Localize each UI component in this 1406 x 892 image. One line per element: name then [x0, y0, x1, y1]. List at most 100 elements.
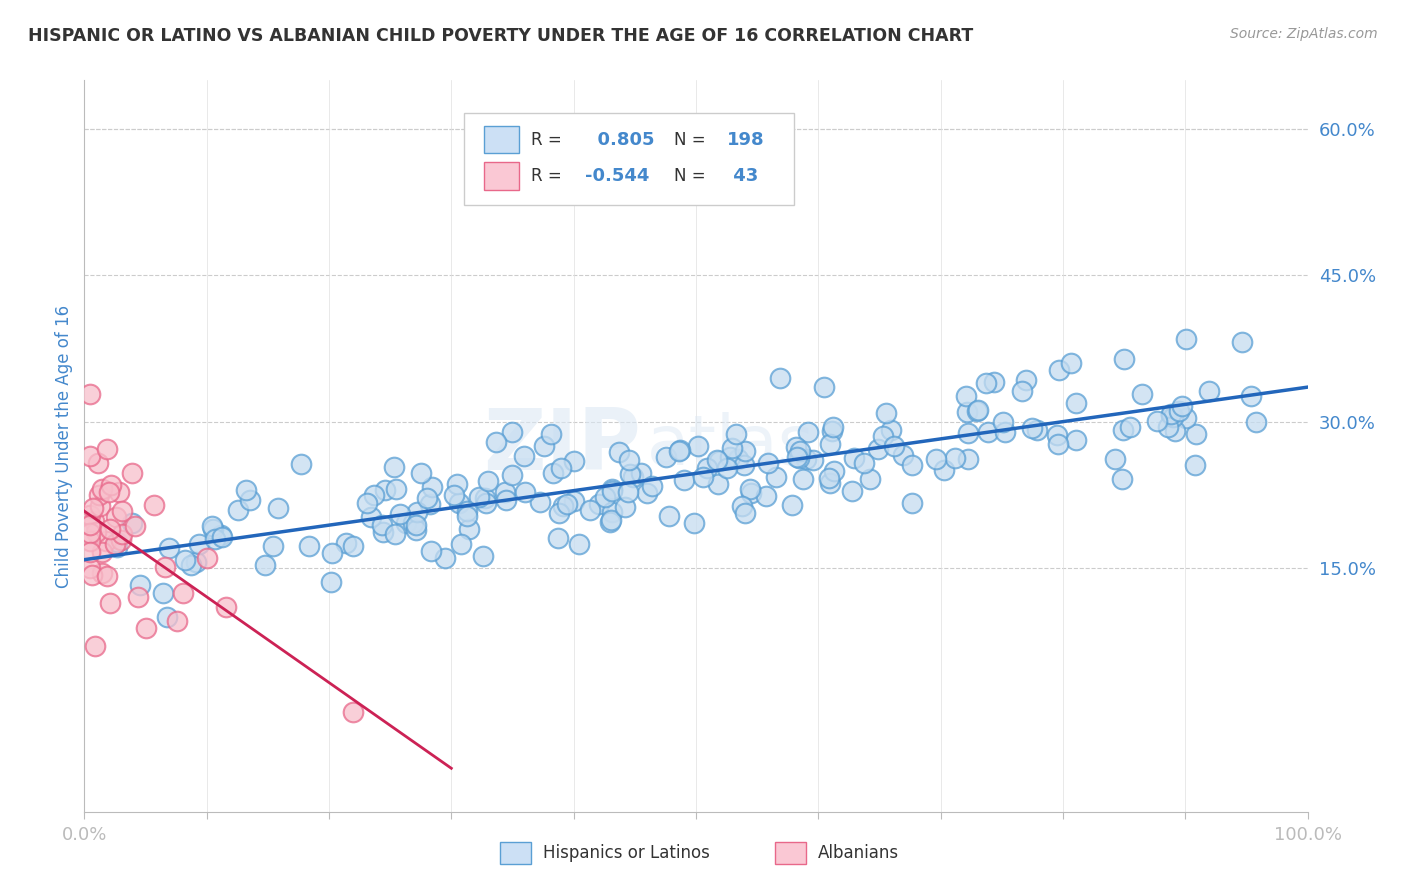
Point: [956, 405, 979, 419]
Point: [135, 621, 157, 635]
Point: [485, 434, 508, 449]
Point: [1160, 409, 1182, 423]
Point: [727, 452, 749, 467]
Point: [434, 550, 457, 565]
Point: [1246, 415, 1268, 429]
Point: [617, 452, 640, 467]
Point: [564, 454, 586, 468]
Point: [97, 485, 120, 500]
Point: [794, 451, 817, 466]
Point: [1111, 423, 1133, 437]
Point: [668, 444, 690, 458]
Point: [98, 596, 121, 610]
Point: [588, 497, 610, 511]
Point: [1167, 404, 1189, 418]
Point: [91, 566, 114, 580]
Point: [363, 488, 385, 502]
Point: [859, 472, 882, 486]
Point: [79, 525, 101, 540]
Point: [267, 501, 290, 516]
Point: [447, 496, 470, 510]
Point: [83, 514, 105, 528]
Text: 43: 43: [727, 167, 758, 186]
Text: 0.805: 0.805: [585, 130, 654, 149]
Point: [335, 535, 357, 549]
Point: [1047, 363, 1070, 377]
Point: [100, 478, 122, 492]
Point: [121, 516, 143, 530]
Point: [456, 509, 478, 524]
Point: [87, 456, 110, 470]
Point: [1146, 414, 1168, 428]
Point: [89, 499, 111, 513]
Point: [172, 586, 194, 600]
Point: [180, 558, 202, 572]
Point: [79, 387, 101, 401]
Point: [955, 389, 977, 403]
Point: [600, 505, 623, 519]
Point: [599, 513, 621, 527]
Point: [550, 461, 572, 475]
Point: [872, 429, 894, 443]
Point: [290, 457, 312, 471]
Point: [765, 470, 787, 484]
Point: [976, 425, 998, 440]
Point: [474, 491, 496, 505]
Point: [621, 470, 644, 484]
Text: R =: R =: [531, 167, 561, 186]
Point: [405, 523, 427, 537]
Point: [991, 415, 1014, 429]
Point: [188, 537, 211, 551]
Text: Hispanics or Latinos: Hispanics or Latinos: [543, 845, 710, 863]
Point: [568, 537, 591, 551]
Point: [129, 578, 152, 592]
Point: [91, 545, 114, 559]
Point: [79, 560, 101, 574]
Point: [658, 508, 681, 523]
Point: [384, 527, 406, 541]
Point: [716, 461, 738, 475]
Point: [456, 504, 478, 518]
Point: [529, 495, 551, 509]
Point: [235, 483, 257, 498]
Point: [731, 500, 754, 514]
Point: [551, 499, 574, 513]
Point: [416, 491, 439, 505]
Point: [152, 586, 174, 600]
Point: [211, 530, 233, 544]
Y-axis label: Child Poverty Under the Age of 16: Child Poverty Under the Age of 16: [55, 304, 73, 588]
FancyBboxPatch shape: [484, 126, 519, 153]
Point: [880, 423, 903, 437]
Point: [401, 516, 423, 530]
Point: [692, 470, 714, 484]
Point: [157, 541, 180, 555]
Point: [1185, 427, 1208, 442]
Point: [893, 448, 915, 462]
Point: [718, 450, 741, 465]
Point: [420, 544, 443, 558]
Point: [96, 442, 118, 456]
Point: [195, 551, 218, 566]
Point: [385, 483, 408, 497]
Point: [943, 451, 966, 466]
Point: [1198, 384, 1220, 398]
Point: [495, 492, 517, 507]
Point: [443, 488, 465, 502]
Text: Source: ZipAtlas.com: Source: ZipAtlas.com: [1230, 27, 1378, 41]
Point: [769, 371, 792, 385]
Point: [1130, 387, 1153, 401]
Point: [298, 539, 321, 553]
Point: [755, 489, 778, 503]
Point: [96, 534, 118, 549]
Point: [579, 502, 602, 516]
Point: [823, 464, 845, 478]
Point: [89, 488, 111, 502]
Point: [204, 532, 226, 546]
Point: [668, 443, 690, 458]
Point: [1171, 399, 1194, 413]
Point: [541, 466, 564, 480]
FancyBboxPatch shape: [776, 842, 806, 864]
Point: [1046, 427, 1069, 442]
Point: [593, 490, 616, 504]
Text: N =: N =: [673, 167, 706, 186]
